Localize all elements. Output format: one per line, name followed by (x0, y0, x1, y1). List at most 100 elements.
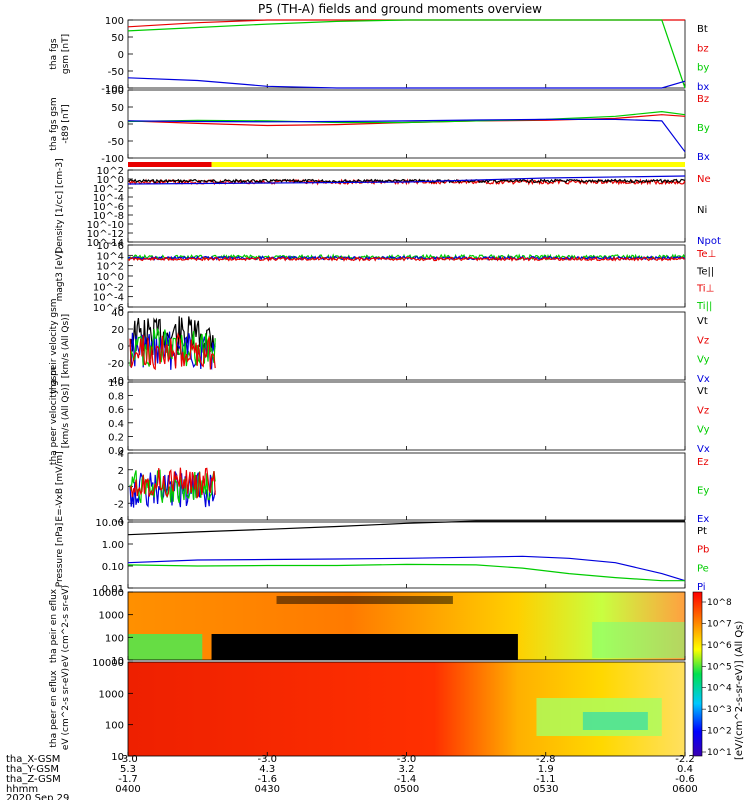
footer-value-x: -3.0 (118, 754, 138, 765)
panel-frame-0 (127, 19, 686, 89)
ytick-label: 2 (118, 466, 124, 477)
ytick-label: -4 (114, 516, 124, 527)
ytick-label: 0 (118, 50, 124, 61)
colorbar-ticks: 10^8 10^7 10^6 10^5 10^4 10^3 10^2 10^1 (702, 598, 732, 758)
axis-label: [km/s (All Qs)] (61, 314, 71, 378)
axis-label: tha fgs (49, 38, 59, 69)
legend-Vz: Vz (697, 335, 709, 346)
legend-Pi: Pi (697, 582, 706, 593)
colorbar-tick-label: 10^7 (707, 619, 732, 629)
ytick-label: 0 (118, 120, 124, 131)
ytick-label: 4 (118, 449, 124, 460)
series-Pt (127, 520, 685, 536)
legend-Vt: Vt (697, 316, 708, 327)
legend-Vy: Vy (697, 355, 710, 366)
figure-title: P5 (TH-A) fields and ground moments over… (258, 2, 542, 16)
footer-value-x: -3.0 (397, 754, 417, 765)
ytick-label: 0.8 (108, 392, 124, 403)
quality-bar-segment (211, 162, 686, 167)
axis-label: tha fgs gsm (49, 97, 59, 150)
ytick-label: 10^2 (97, 262, 124, 273)
footer-value-z: -1.7 (118, 774, 138, 785)
ytick-label: 10^-2 (93, 184, 124, 195)
panel-frame-6 (127, 381, 686, 451)
axis-label: Pressure [nPa] (55, 523, 65, 588)
ytick-label: 0.4 (108, 419, 124, 430)
legend-Ti||: Ti|| (696, 301, 712, 312)
axis-label: E=-VxB [mV/m] (55, 451, 65, 521)
ytick-label: 1000 (99, 611, 124, 622)
ytick-label: -2 (114, 499, 124, 510)
footer-value-hhmm: 0430 (255, 784, 280, 795)
legend-Te||: Te|| (696, 266, 714, 277)
panel-frame-4 (127, 244, 686, 308)
legend-Ne: Ne (697, 174, 711, 185)
ytick-label: -50 (108, 137, 124, 148)
axis-label: magt3 [eV] (55, 251, 65, 302)
legend-Ni: Ni (697, 205, 707, 216)
footer-value-x: -3.0 (257, 754, 277, 765)
legend-Vy: Vy (697, 425, 710, 436)
axis-label: eV (cm^2-s sr-eV) (61, 668, 71, 750)
footer-value-hhmm: 0400 (115, 784, 140, 795)
ytick-label: 10^-10 (87, 220, 124, 231)
ytick-label: 10000 (92, 588, 124, 599)
ytick-label: 0.6 (108, 405, 124, 416)
axis-label: [km/s (All Qs)] (61, 384, 71, 448)
legend-bz: bz (697, 43, 709, 54)
ytick-label: 10.00 (95, 518, 124, 529)
footer-value-x: -2.8 (536, 754, 556, 765)
footer-value-hhmm: 0530 (533, 784, 558, 795)
series-Bx (127, 118, 686, 153)
legend-Bt: Bt (697, 24, 708, 35)
spectrogram-lowband (128, 634, 203, 660)
ytick-label: 10^4 (97, 251, 124, 262)
series-by (127, 19, 686, 89)
ytick-label: 10000 (92, 658, 124, 669)
series-Ez (129, 467, 216, 500)
ytick-label: 10^-6 (93, 303, 124, 314)
footer-value-y: 3.2 (399, 764, 415, 775)
footer-value-z: -1.1 (536, 774, 556, 785)
ytick-label: 0 (118, 342, 124, 353)
series-bz (127, 19, 685, 28)
ytick-label: 100 (105, 721, 124, 732)
ytick-label: 10^-4 (93, 193, 124, 204)
legend-Pb: Pb (697, 545, 709, 556)
ytick-label: 10^-6 (93, 202, 124, 213)
legend-Te⊥: Te⊥ (696, 249, 716, 260)
spectrogram-patch (582, 712, 648, 730)
series-Pe (127, 563, 685, 582)
ytick-label: 0.0 (108, 446, 124, 457)
axis-label: tha peir velocity gsm (49, 298, 59, 393)
legend-By: By (697, 123, 710, 134)
series-Te-perp (127, 256, 685, 262)
ytick-label: 10^-12 (87, 229, 124, 240)
axis-label: tha peer velocity gsm (49, 367, 59, 465)
legend-bx: bx (697, 82, 709, 93)
footer-row-label: tha_X-GSM (6, 754, 60, 765)
legend-Ey: Ey (697, 486, 709, 497)
series-Npot (127, 175, 686, 185)
legend-Ez: Ez (697, 457, 709, 468)
footer-value-hhmm: 0500 (394, 784, 419, 795)
legend-Npot: Npot (697, 236, 721, 247)
legend-Vz: Vz (697, 405, 709, 416)
colorbar-tick-label: 10^3 (707, 705, 732, 715)
spectrogram-patch (592, 622, 685, 658)
series-Pi (127, 555, 686, 582)
legend-Ti⊥: Ti⊥ (696, 284, 714, 295)
footer-row-label: tha_Z-GSM (6, 774, 61, 785)
footer-value-y: 5.3 (120, 764, 136, 775)
ytick-label: 1.0 (108, 378, 124, 389)
footer-value-hhmm: 0600 (672, 784, 697, 795)
legend-Bx: Bx (697, 152, 710, 163)
legend-Pt: Pt (697, 526, 707, 537)
axis-label: Density [1/cc] [cm-3] (55, 158, 65, 253)
axis-label: -t89 [nT] (61, 104, 71, 143)
legend-Ex: Ex (697, 514, 709, 525)
ytick-label: -40 (108, 376, 124, 387)
ytick-label: 100 (105, 16, 124, 27)
